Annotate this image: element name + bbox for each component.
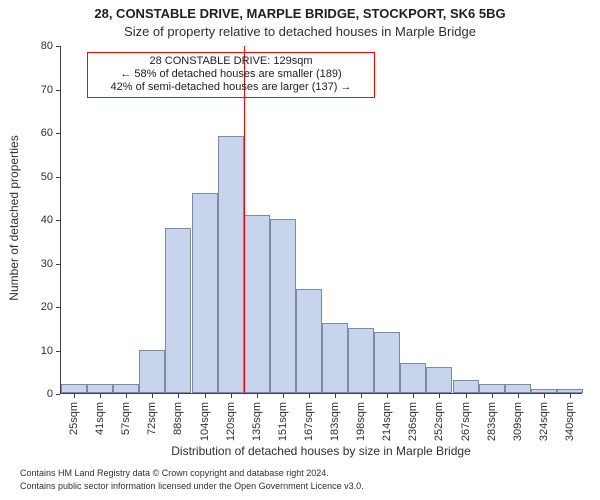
y-tick-label: 20 [27, 301, 53, 313]
bar [218, 136, 244, 393]
footer-line-2: Contains public sector information licen… [20, 481, 364, 491]
annotation-line: 42% of semi-detached houses are larger (… [92, 81, 370, 94]
x-tick-mark [126, 394, 127, 398]
x-tick-label: 267sqm [460, 402, 472, 441]
bar [87, 384, 113, 393]
y-tick-label: 0 [27, 388, 53, 400]
x-tick-label: 167sqm [303, 402, 315, 441]
x-tick-label: 198sqm [355, 402, 367, 441]
bar [453, 380, 479, 393]
x-tick-mark [152, 394, 153, 398]
y-tick-label: 70 [27, 84, 53, 96]
bar [270, 219, 296, 393]
x-tick-mark [335, 394, 336, 398]
y-tick-label: 30 [27, 258, 53, 270]
x-tick-mark [231, 394, 232, 398]
reference-line [244, 46, 245, 393]
x-tick-label: 57sqm [120, 402, 132, 435]
chart-title: 28, CONSTABLE DRIVE, MARPLE BRIDGE, STOC… [0, 6, 600, 21]
x-tick-mark [283, 394, 284, 398]
bar [479, 384, 505, 393]
bar [113, 384, 139, 393]
bar [139, 350, 165, 394]
x-tick-label: 41sqm [94, 402, 106, 435]
y-tick-mark [56, 264, 60, 265]
x-tick-label: 72sqm [146, 402, 158, 435]
y-tick-mark [56, 220, 60, 221]
annotation-box: 28 CONSTABLE DRIVE: 129sqm← 58% of detac… [87, 52, 375, 98]
annotation-line: ← 58% of detached houses are smaller (18… [92, 68, 370, 81]
x-tick-mark [257, 394, 258, 398]
bar [165, 228, 191, 393]
y-tick-mark [56, 90, 60, 91]
x-tick-label: 309sqm [512, 402, 524, 441]
x-tick-label: 252sqm [433, 402, 445, 441]
x-axis-label: Distribution of detached houses by size … [60, 444, 582, 458]
bar [348, 328, 374, 393]
x-tick-mark [466, 394, 467, 398]
y-tick-label: 50 [27, 171, 53, 183]
annotation-line: 28 CONSTABLE DRIVE: 129sqm [92, 55, 370, 68]
bar [505, 384, 531, 393]
x-tick-label: 183sqm [329, 402, 341, 441]
bar [426, 367, 452, 393]
y-tick-mark [56, 177, 60, 178]
x-tick-label: 236sqm [407, 402, 419, 441]
chart-figure: 28, CONSTABLE DRIVE, MARPLE BRIDGE, STOC… [0, 0, 600, 500]
x-tick-mark [413, 394, 414, 398]
x-tick-mark [361, 394, 362, 398]
x-tick-mark [387, 394, 388, 398]
x-tick-label: 214sqm [381, 402, 393, 441]
y-tick-label: 80 [27, 40, 53, 52]
x-tick-label: 104sqm [199, 402, 211, 441]
bar [374, 332, 400, 393]
y-tick-mark [56, 46, 60, 47]
y-tick-label: 40 [27, 214, 53, 226]
x-tick-label: 151sqm [277, 402, 289, 441]
bar [531, 389, 557, 393]
x-tick-mark [570, 394, 571, 398]
bar [296, 289, 322, 393]
bar [61, 384, 87, 393]
y-tick-mark [56, 394, 60, 395]
y-axis-label: Number of detached properties [7, 68, 21, 368]
y-tick-mark [56, 133, 60, 134]
bar [557, 389, 583, 393]
bar [192, 193, 218, 393]
y-tick-mark [56, 307, 60, 308]
x-tick-mark [309, 394, 310, 398]
y-tick-label: 60 [27, 127, 53, 139]
x-tick-mark [178, 394, 179, 398]
x-tick-label: 135sqm [251, 402, 263, 441]
x-tick-mark [205, 394, 206, 398]
y-tick-mark [56, 351, 60, 352]
x-tick-mark [74, 394, 75, 398]
plot-area: 0102030405060708025sqm41sqm57sqm72sqm88s… [60, 46, 582, 394]
x-tick-mark [518, 394, 519, 398]
bar [244, 215, 270, 393]
y-tick-label: 10 [27, 345, 53, 357]
x-tick-label: 88sqm [172, 402, 184, 435]
bar [322, 323, 348, 393]
x-tick-mark [439, 394, 440, 398]
x-tick-label: 283sqm [486, 402, 498, 441]
x-tick-label: 120sqm [225, 402, 237, 441]
x-tick-mark [100, 394, 101, 398]
footer-line-1: Contains HM Land Registry data © Crown c… [20, 468, 329, 478]
bar [400, 363, 426, 393]
x-tick-mark [544, 394, 545, 398]
x-tick-label: 340sqm [564, 402, 576, 441]
chart-subtitle: Size of property relative to detached ho… [0, 24, 600, 39]
x-tick-label: 25sqm [68, 402, 80, 435]
x-tick-label: 324sqm [538, 402, 550, 441]
x-tick-mark [492, 394, 493, 398]
